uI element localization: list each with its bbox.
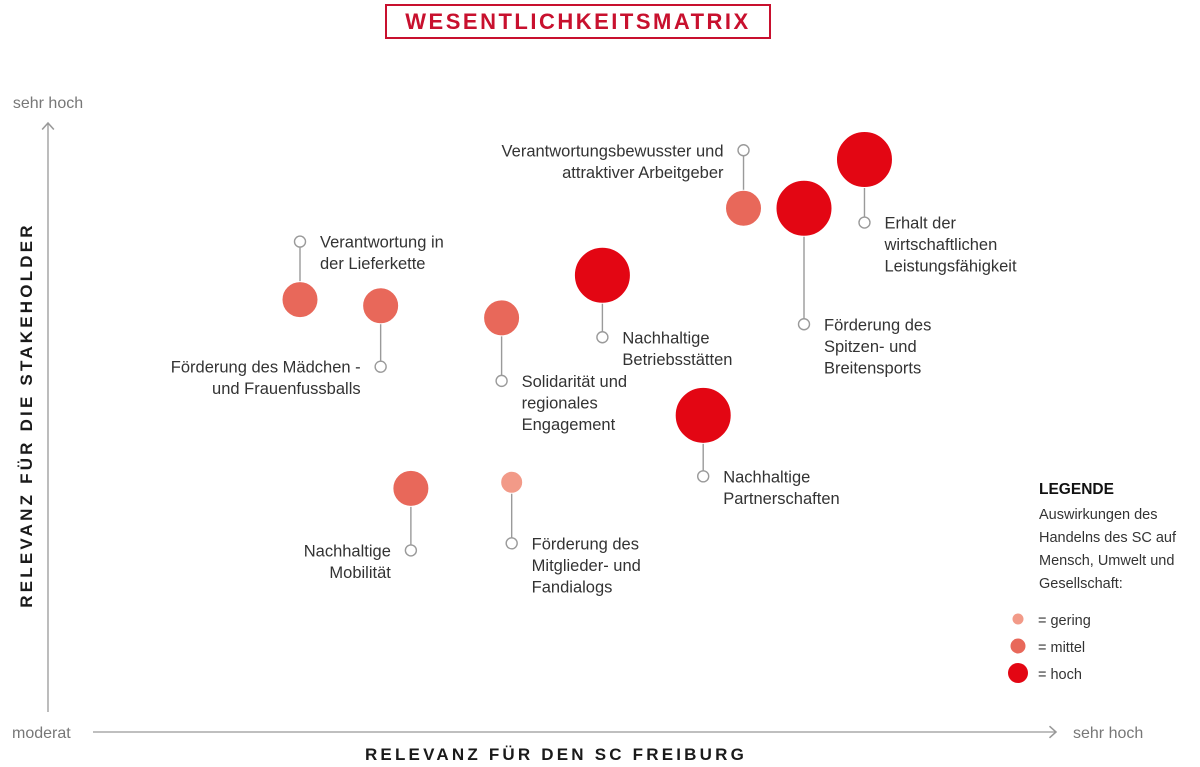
legend-description-line: Mensch, Umwelt und	[1039, 553, 1174, 569]
leader-end-marker	[495, 374, 508, 388]
legend-description-line: Auswirkungen des	[1039, 507, 1158, 523]
bubble-mittel	[281, 281, 319, 319]
point-label: Solidarität und regionales Engagement	[522, 373, 628, 434]
leader-end-marker	[374, 360, 387, 373]
legend-title: LEGENDE	[1039, 481, 1114, 498]
leader-end-marker	[697, 470, 710, 483]
bubble-hoch	[775, 179, 833, 237]
x-axis-low-label: moderat	[12, 725, 71, 742]
bubble-mittel	[483, 299, 521, 337]
legend-label-gering: = gering	[1038, 613, 1091, 629]
point-label: Nachhaltige Partnerschaften	[723, 468, 839, 508]
leader-end-marker	[404, 544, 418, 557]
x-axis-high-label: sehr hoch	[1073, 725, 1143, 742]
point-label: Nachhaltige Betriebsstätten	[622, 329, 732, 369]
data-point: Nachhaltige Mobilität	[304, 469, 430, 582]
data-point: Förderung des Mädchen -und Frauenfussbal…	[171, 287, 400, 399]
data-point: Verantwortungsbewusster und attraktiver A…	[502, 142, 763, 227]
point-label: Verantwortungsbewusster und attraktiver A…	[502, 142, 724, 182]
bubble-hoch	[674, 386, 732, 444]
legend-swatch-hoch	[1008, 663, 1028, 683]
leader-end-marker	[596, 331, 609, 344]
point-label: Förderung des Spitzen- und Breitensports	[824, 316, 931, 377]
data-point: Nachhaltige Partnerschaften	[674, 386, 840, 508]
y-axis-title: RELEVANZ FÜR DIE STAKEHOLDER	[17, 222, 36, 608]
x-axis-title: RELEVANZ FÜR DEN SC FREIBURG	[365, 745, 747, 764]
legend-swatch-mittel	[1010, 638, 1026, 654]
point-label: Verantwortung in der Lieferkette	[320, 234, 444, 273]
leader-end-marker	[293, 235, 307, 248]
leader-end-marker	[737, 144, 750, 157]
y-axis-high-label: sehr hoch	[13, 95, 83, 112]
data-point: Verantwortung in der Lieferkette	[281, 234, 444, 319]
data-point: Förderung des Mitglieder- und Fandialogs	[500, 470, 641, 596]
leader-end-marker	[797, 318, 811, 331]
legend: LEGENDE Auswirkungen des Handelns des SC…	[1008, 481, 1177, 683]
point-label: Förderung des Mitglieder- und Fandialogs	[532, 535, 641, 596]
chart-title-box: WESENTLICHKEITSMATRIX	[385, 4, 771, 39]
data-point: Erhalt der wirtschaftlichen Leistungsfähig…	[835, 131, 1017, 276]
bubble-mittel	[392, 469, 430, 507]
legend-description-line: Handelns des SC auf	[1039, 530, 1177, 546]
data-point: Solidarität und regionales Engagement	[483, 299, 628, 434]
point-label: Erhalt der wirtschaftlichen Leistungsfähig…	[883, 215, 1017, 276]
chart-title: WESENTLICHKEITSMATRIX	[405, 8, 751, 34]
bubble-mittel	[725, 189, 763, 227]
legend-description-line: Gesellschaft:	[1039, 576, 1123, 592]
point-label: Förderung des Mädchen -und Frauenfussbal…	[171, 359, 361, 399]
leader-end-marker	[858, 216, 871, 229]
bubble-gering	[500, 470, 524, 494]
bubble-hoch	[573, 246, 631, 304]
legend-swatch-gering	[1012, 613, 1024, 625]
bubble-hoch	[835, 131, 893, 189]
points-layer: Verantwortungsbewusster und attraktiver A…	[171, 131, 1017, 596]
data-point: Förderung des Spitzen- und Breitensports	[775, 179, 931, 377]
leader-end-marker	[505, 537, 518, 550]
bubble-mittel	[362, 287, 400, 325]
legend-label-mittel: = mittel	[1038, 640, 1085, 656]
legend-label-hoch: = hoch	[1038, 667, 1082, 683]
point-label: Nachhaltige Mobilität	[304, 542, 392, 582]
data-point: Nachhaltige Betriebsstätten	[573, 246, 732, 369]
